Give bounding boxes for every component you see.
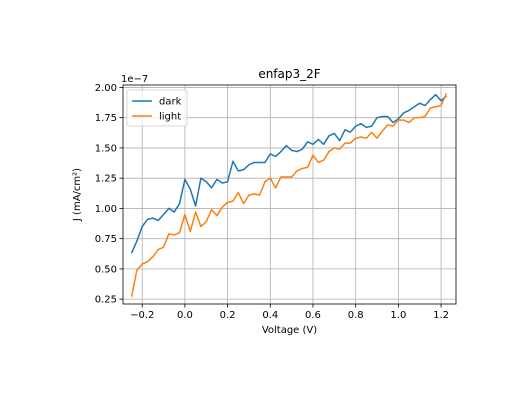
legend-label-light: light — [159, 112, 181, 123]
series-lines — [130, 93, 448, 297]
x-tick-label: 1.0 — [390, 310, 406, 321]
series-line-dark — [130, 93, 447, 254]
legend-label-dark: dark — [159, 97, 182, 108]
y-axis-offset-label: 1e−7 — [121, 74, 148, 85]
x-tick-label: −0.2 — [130, 310, 154, 321]
series-line-light — [130, 93, 448, 297]
axis-ticks: −0.2 0.0 0.2 0.4 0.6 0.8 1.0 1.2 0.25 0.50 0.75 1.0… — [95, 83, 449, 321]
x-tick-label: 0.0 — [177, 310, 193, 321]
y-tick-label: 2.00 — [95, 83, 117, 94]
y-tick-label: 1.50 — [95, 143, 117, 154]
x-tick-label: 0.4 — [262, 310, 278, 321]
x-tick-label: 0.6 — [305, 310, 321, 321]
y-axis-label: J (mA/cm²) — [72, 168, 83, 222]
y-tick-label: 0.75 — [95, 234, 117, 245]
y-tick-label: 0.25 — [95, 295, 117, 306]
plot-frame — [122, 84, 457, 305]
y-tick-label: 1.75 — [95, 113, 117, 124]
legend: dark light — [126, 89, 188, 127]
y-tick-label: 0.50 — [95, 264, 117, 275]
y-tick-label: 1.00 — [95, 204, 117, 215]
x-tick-label: 0.2 — [220, 310, 236, 321]
chart-title: enfap3_2F — [258, 67, 320, 81]
x-axis-label: Voltage (V) — [262, 325, 317, 336]
legend-box — [126, 89, 188, 127]
x-tick-label: 1.2 — [433, 310, 449, 321]
x-tick-label: 0.8 — [348, 310, 364, 321]
y-tick-label: 1.25 — [95, 174, 117, 185]
